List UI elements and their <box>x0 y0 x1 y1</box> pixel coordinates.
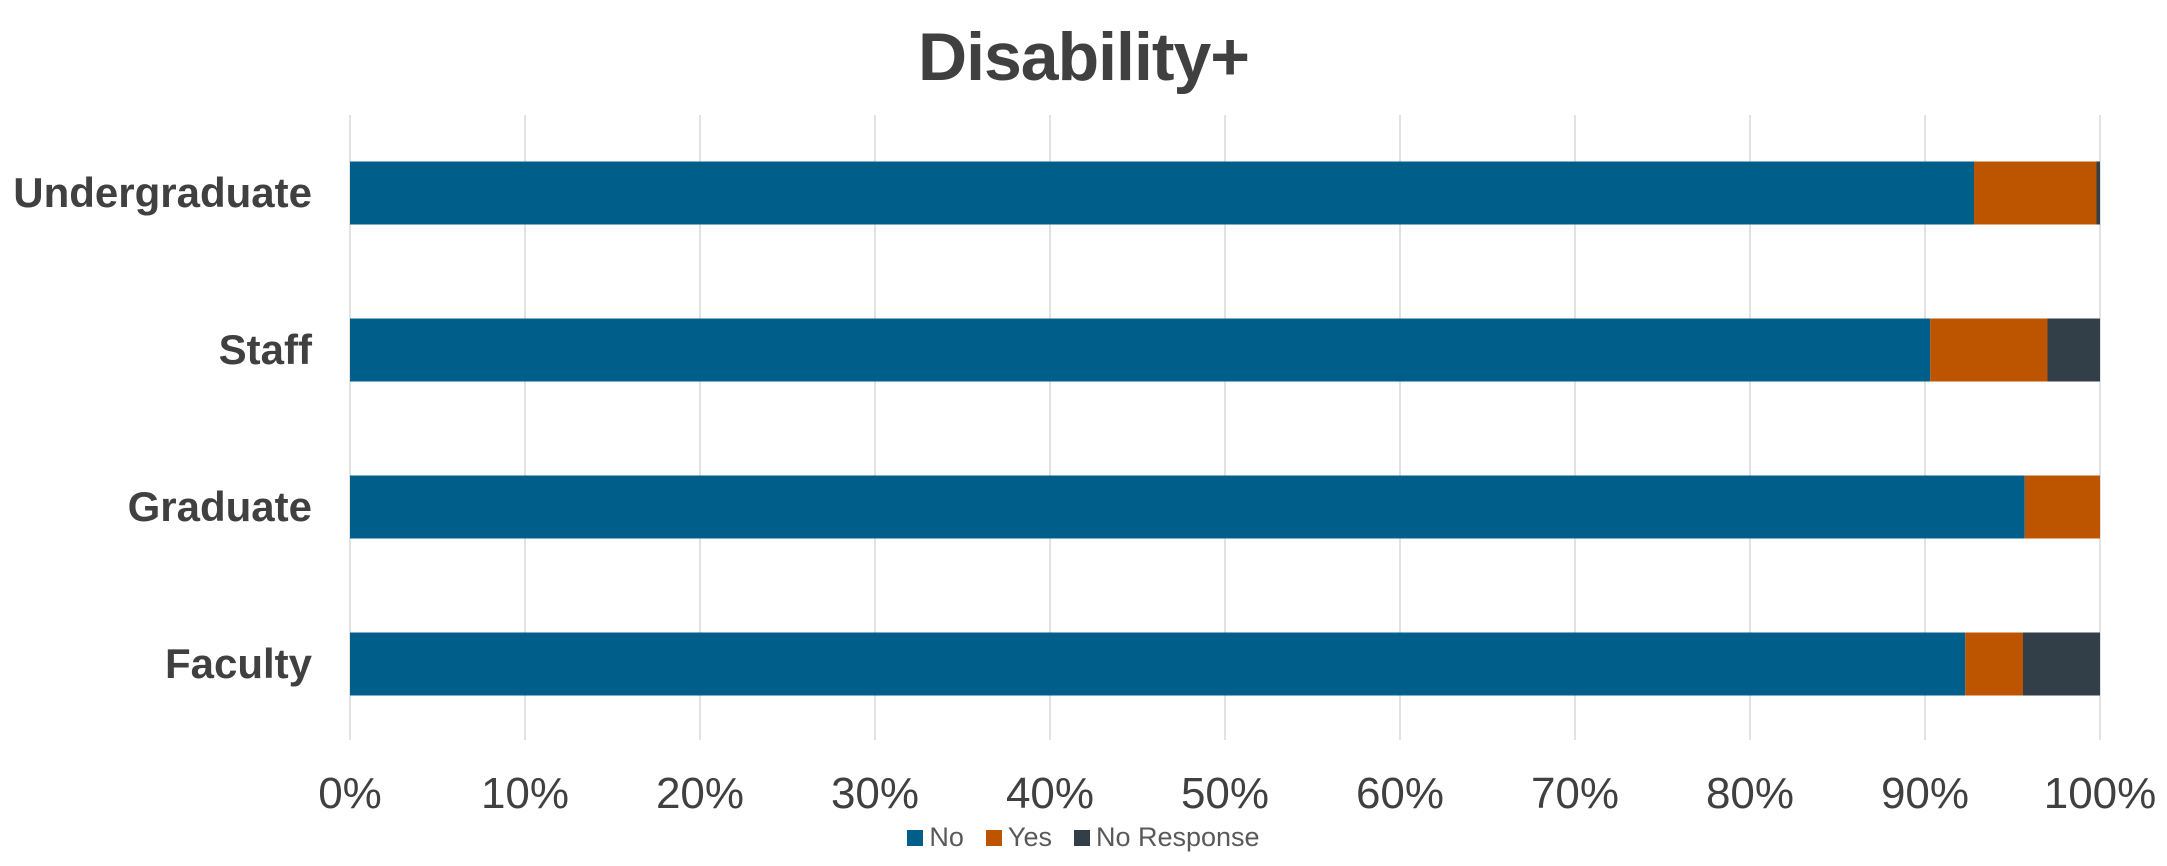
x-tick-label: 10% <box>481 769 569 818</box>
category-label: Faculty <box>165 640 313 687</box>
x-tick-label: 100% <box>2044 769 2157 818</box>
legend: No Yes No Response <box>0 822 2167 853</box>
bar-segment <box>1974 161 2097 225</box>
bar-segment <box>350 318 1931 382</box>
category-label: Staff <box>219 326 313 373</box>
x-tick-label: 70% <box>1531 769 1619 818</box>
x-tick-label: 80% <box>1706 769 1794 818</box>
legend-item: Yes <box>985 822 1052 853</box>
legend-swatch <box>985 829 1002 846</box>
legend-item: No <box>907 822 964 853</box>
legend-label: No Response <box>1095 822 1260 852</box>
legend-label: No <box>929 822 964 852</box>
x-tick-labels: 0% 10% 20% 30% 40% 50% 60% 70% 80% 90% 100% <box>318 769 2156 818</box>
x-tick-label: 0% <box>318 769 382 818</box>
bar-segment <box>350 632 1966 696</box>
x-tick-label: 30% <box>831 769 919 818</box>
bar-segment <box>350 475 2025 539</box>
bar-segment <box>2024 475 2100 539</box>
bar-segment <box>2047 318 2100 382</box>
x-tick-label: 90% <box>1881 769 1969 818</box>
bar-segment <box>2096 161 2100 225</box>
legend-item: No Response <box>1073 822 1260 853</box>
legend-swatch <box>1073 829 1090 846</box>
bar-segment <box>1930 318 2048 382</box>
bar-segment <box>2023 632 2100 696</box>
bars <box>350 161 2100 696</box>
bar-segment <box>350 161 1974 225</box>
x-tick-label: 40% <box>1006 769 1094 818</box>
legend-swatch <box>907 829 924 846</box>
category-label: Graduate <box>128 483 312 530</box>
category-label: Undergraduate <box>13 169 312 216</box>
x-tick-label: 60% <box>1356 769 1444 818</box>
x-tick-label: 20% <box>656 769 744 818</box>
category-labels: Undergraduate Staff Graduate Faculty <box>13 169 313 687</box>
legend-label: Yes <box>1007 822 1052 852</box>
x-tick-label: 50% <box>1181 769 1269 818</box>
bar-segment <box>1965 632 2023 696</box>
chart-title: Disability+ <box>917 19 1250 95</box>
